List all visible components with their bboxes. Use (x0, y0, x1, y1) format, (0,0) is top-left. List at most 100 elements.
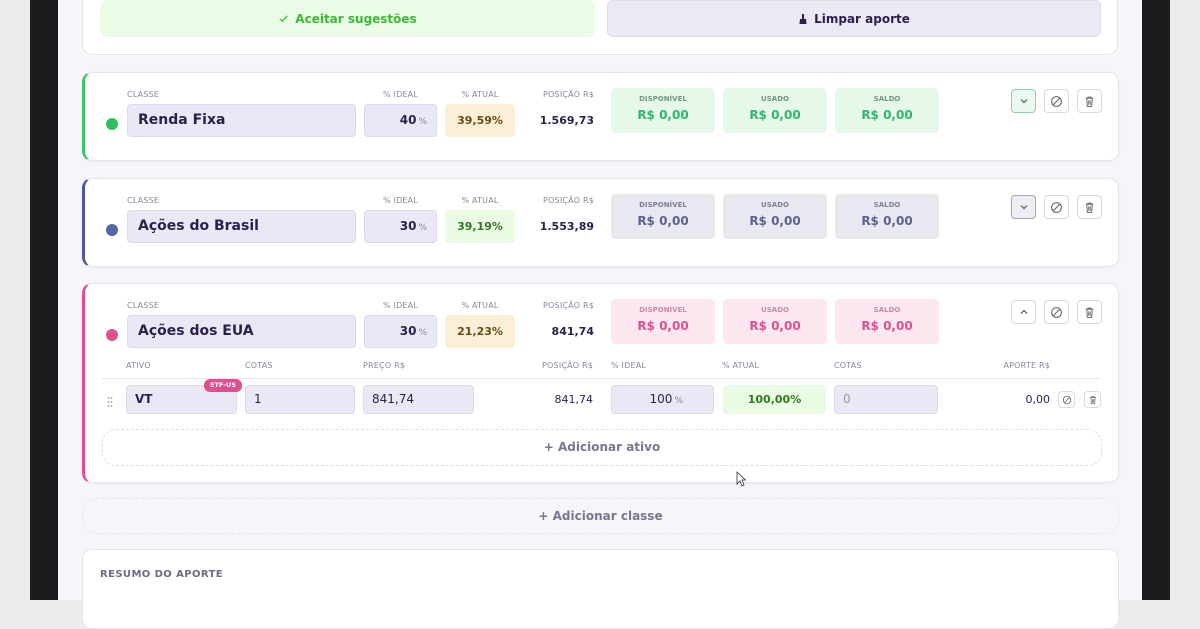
label: % ATUAL (461, 196, 499, 205)
contribution-value: 0,00 (1025, 393, 1051, 406)
position-value: 841,74 (551, 325, 594, 338)
current-pct: 39,59% (445, 104, 515, 137)
icon (1020, 99, 1027, 104)
ideal-value: 30 (399, 324, 417, 338)
table-header: ATIVO (126, 361, 151, 370)
ideal-unit: % (418, 328, 427, 338)
stat-box: DISPONÍVEL R$ 0,00 (611, 194, 715, 239)
label: POSIÇÃO R$ (543, 90, 594, 99)
disable-button[interactable] (1044, 89, 1069, 113)
label: % IDEAL (382, 90, 419, 99)
stat-label: USADO (761, 306, 789, 314)
stat-value: R$ 0,00 (749, 319, 801, 333)
summary-title: RESUMO DO APORTE (100, 569, 223, 580)
label: CLASSE (127, 196, 160, 205)
stat-label: USADO (761, 95, 789, 103)
delete-button[interactable] (1077, 195, 1102, 219)
clear-label: Limpar aporte (814, 11, 910, 26)
ideal-unit: % (674, 396, 683, 406)
icon (279, 15, 288, 23)
class-dot (106, 118, 118, 130)
toggle-button[interactable] (1011, 195, 1036, 219)
toggle-button[interactable] (1011, 300, 1036, 324)
stat-value: R$ 0,00 (749, 214, 801, 228)
position-value: 1.569,73 (539, 114, 594, 127)
current-pct: 100,00% (723, 385, 826, 414)
stat-value: R$ 0,00 (861, 319, 913, 333)
label: % ATUAL (461, 301, 499, 310)
ideal-unit: % (418, 117, 427, 127)
summary-card: RESUMO DO APORTE (82, 549, 1119, 629)
icon (1051, 201, 1062, 213)
clear-button[interactable]: Limpar aporte (607, 0, 1101, 37)
current-pct: 21,23% (445, 315, 515, 348)
table-header: POSIÇÃO R$ (542, 361, 593, 370)
stat-box: DISPONÍVEL R$ 0,00 (611, 88, 715, 133)
delete-button[interactable] (1077, 89, 1102, 113)
drag-handle[interactable] (107, 393, 113, 407)
table-header: APORTE R$ (1003, 361, 1050, 370)
ideal-value: 40 (399, 113, 417, 127)
icon (1085, 202, 1094, 213)
table-header: % IDEAL (611, 361, 647, 370)
ideal-value: 100 (649, 392, 673, 406)
app: Aceitar sugestões Limpar aporte CLASSE % ID… (82, 0, 1119, 629)
disable-button[interactable] (1044, 300, 1069, 324)
stat-label: SALDO (873, 201, 901, 209)
class-name-input[interactable]: Ações do Brasil (127, 210, 356, 243)
label: POSIÇÃO R$ (543, 301, 594, 310)
stat-box: USADO R$ 0,00 (723, 299, 827, 344)
shares-input[interactable]: 1 (245, 385, 355, 414)
disable-button[interactable] (1058, 391, 1075, 408)
class-card: CLASSE % IDEAL % ATUAL POSIÇÃO R$ Ações do B… (82, 178, 1119, 267)
stat-box: USADO R$ 0,00 (723, 88, 827, 133)
ideal-input[interactable]: 30% (364, 210, 437, 243)
stat-value: R$ 0,00 (749, 108, 801, 122)
label: CLASSE (127, 301, 160, 310)
icon (1051, 306, 1062, 318)
table-header: PREÇO R$ (363, 361, 406, 370)
ideal-input[interactable]: 40% (364, 104, 437, 137)
stat-box: DISPONÍVEL R$ 0,00 (611, 299, 715, 344)
stat-value: R$ 0,00 (861, 214, 913, 228)
buy-shares-input[interactable]: 0 (834, 385, 938, 414)
class-card: CLASSE % IDEAL % ATUAL POSIÇÃO R$ Renda Fixa… (82, 72, 1119, 161)
table-header: COTAS (834, 361, 862, 370)
icon (1051, 95, 1062, 107)
accept-label: Aceitar sugestões (295, 11, 417, 26)
position-value: 1.553,89 (539, 220, 594, 233)
icon (1020, 309, 1027, 314)
icon (107, 397, 113, 407)
label: CLASSE (127, 90, 160, 99)
accept-button[interactable]: Aceitar sugestões (100, 0, 595, 37)
stat-label: SALDO (873, 306, 901, 314)
add-class-button[interactable]: + Adicionar classe (82, 498, 1119, 534)
bezel-left (30, 0, 58, 600)
cursor (736, 471, 747, 487)
class-name-input[interactable]: Ações dos EUA (127, 315, 356, 348)
stat-value: R$ 0,00 (637, 319, 689, 333)
price-input[interactable]: 841,74 (363, 385, 474, 414)
page: Aceitar sugestões Limpar aporte CLASSE % ID… (30, 0, 1170, 629)
delete-button[interactable] (1084, 391, 1101, 408)
table-header: COTAS (245, 361, 273, 370)
label: % IDEAL (382, 301, 419, 310)
asset-badge: ETF-US (204, 379, 242, 392)
label: % ATUAL (461, 90, 499, 99)
disable-button[interactable] (1044, 195, 1069, 219)
class-dot (106, 224, 118, 236)
icon (1085, 307, 1094, 318)
icon (799, 13, 807, 24)
class-name-input[interactable]: Renda Fixa (127, 104, 356, 137)
ideal-input[interactable]: 30% (364, 315, 437, 348)
table-rule (102, 378, 1101, 379)
icon (1089, 395, 1096, 404)
delete-button[interactable] (1077, 300, 1102, 324)
stat-value: R$ 0,00 (637, 108, 689, 122)
add-asset-button[interactable]: + Adicionar ativo (102, 429, 1102, 466)
stat-box: SALDO R$ 0,00 (835, 299, 939, 344)
stat-box: SALDO R$ 0,00 (835, 194, 939, 239)
ideal-input[interactable]: 100% (611, 385, 714, 414)
ideal-unit: % (418, 223, 427, 233)
toggle-button[interactable] (1011, 89, 1036, 113)
